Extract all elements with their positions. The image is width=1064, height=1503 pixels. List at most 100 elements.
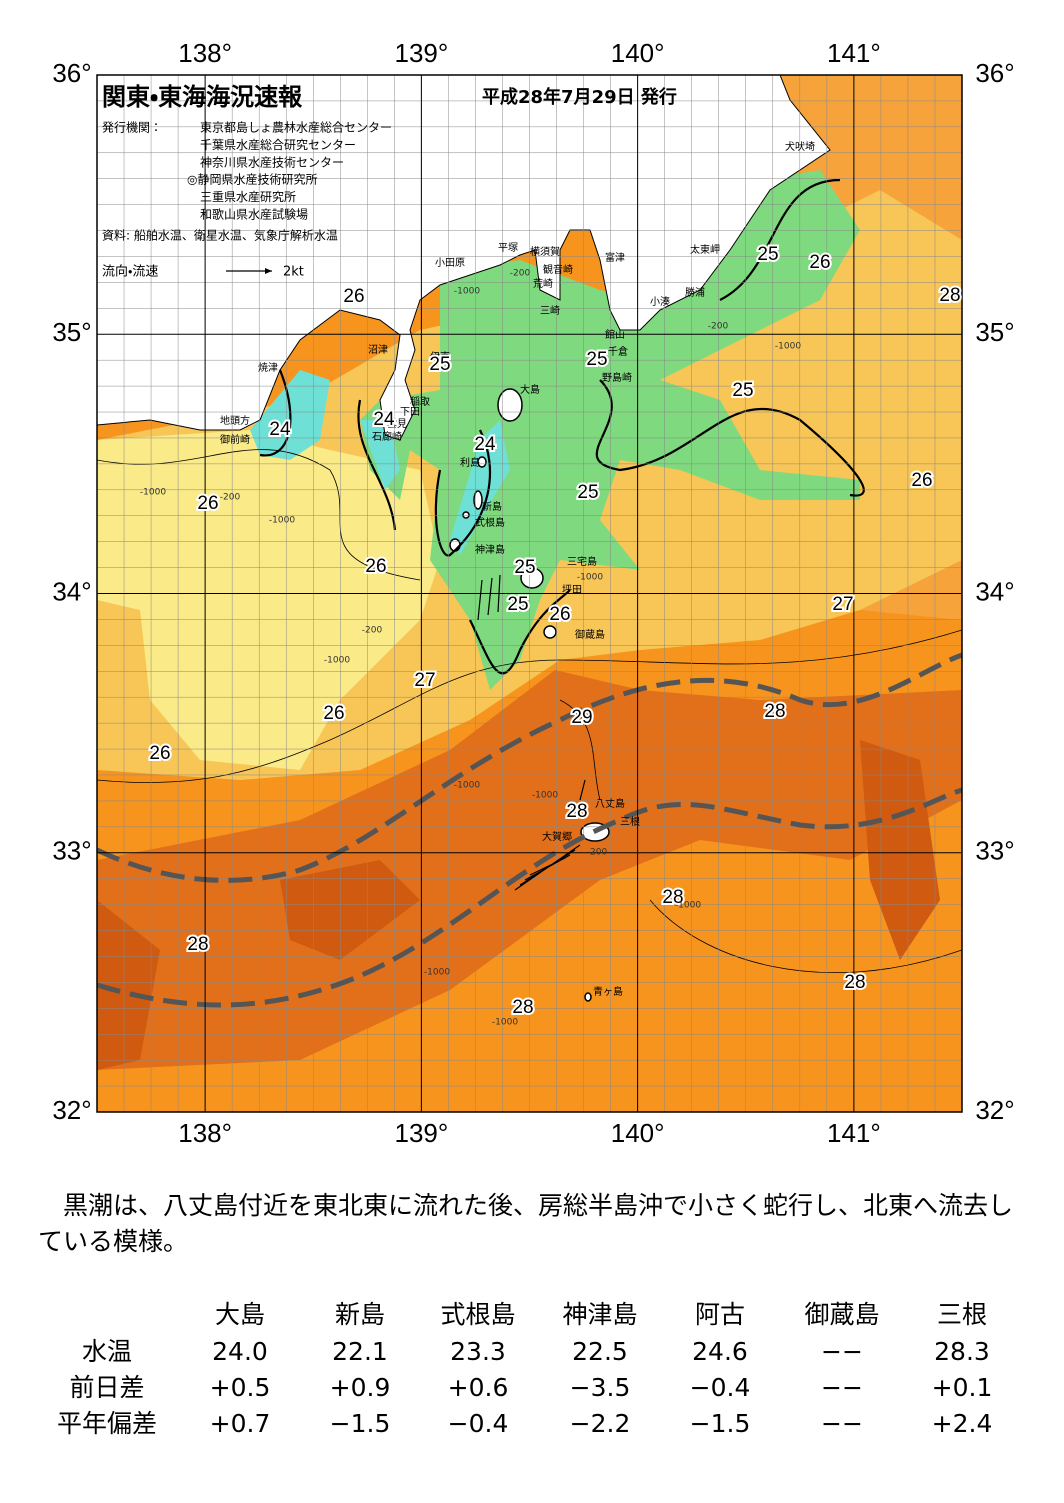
table-cell: −0.4 <box>690 1373 751 1402</box>
row-label: 前日差 <box>69 1373 144 1402</box>
place-name: 三崎 <box>540 304 560 317</box>
place-name: 大島 <box>520 383 540 396</box>
issuer: 東京都島しょ農林水産総合センター <box>200 120 392 135</box>
lon-tick-label: 141° <box>827 38 881 68</box>
lon-tick-label: 140° <box>611 38 665 68</box>
place-name: 新島 <box>482 500 502 513</box>
place-name: 荒崎 <box>533 277 553 290</box>
isotherm <box>97 449 421 581</box>
legend-label: 流向・流速 <box>102 264 158 280</box>
place-name: 三宅島 <box>567 555 597 568</box>
place-name: 千倉 <box>608 346 628 358</box>
place-name: 太東岬 <box>690 243 720 256</box>
isotherm-label: 27 <box>832 594 853 615</box>
depth-label: -1000 <box>269 516 295 526</box>
row-label: 平年偏差 <box>57 1409 157 1438</box>
depth-label: -1000 <box>675 901 701 911</box>
isotherm <box>559 699 962 974</box>
place-name: 沼津 <box>368 343 388 356</box>
issuer-label: 発行機関： <box>102 121 162 135</box>
legend-arrowhead <box>265 268 272 274</box>
island <box>543 625 557 639</box>
depth-label: -1000 <box>454 781 480 791</box>
table-cell: 22.5 <box>572 1337 628 1366</box>
depth-label: -1000 <box>454 287 480 297</box>
isotherm-label: 26 <box>911 470 932 491</box>
table-cell: −− <box>821 1373 863 1402</box>
table-cell: −2.2 <box>570 1409 631 1438</box>
lon-tick-label: 140° <box>611 1118 665 1148</box>
isotherm-label: 26 <box>149 743 170 764</box>
place-name: 平塚 <box>498 242 518 254</box>
row-label: 水温 <box>82 1337 132 1366</box>
issuer: 神奈川県水産技術センター <box>200 154 344 169</box>
place-name: 八丈島 <box>595 797 625 810</box>
isotherm <box>357 399 397 531</box>
isotherm-label: 25 <box>577 482 598 503</box>
table-header: 三根 <box>937 1300 987 1329</box>
issue-date: 平成28年7月29日 発行 <box>482 86 677 108</box>
table-header: 神津島 <box>562 1300 637 1329</box>
lat-tick-label: 35° <box>975 317 1014 347</box>
lon-tick-label: 139° <box>394 1118 448 1148</box>
depth-label: -200 <box>220 493 241 503</box>
map-title: 関東・東海海況速報 <box>102 83 303 111</box>
depth-label: -1000 <box>775 342 801 352</box>
place-name: 館山 <box>605 328 625 341</box>
table-header: 大島 <box>215 1300 265 1329</box>
place-name: 小湊 <box>650 295 670 308</box>
isotherm-label: 26 <box>323 703 344 724</box>
depth-label: -200 <box>362 626 383 636</box>
place-name: 式根島 <box>475 516 505 529</box>
place-name: 青ヶ島 <box>593 985 623 998</box>
place-name: 稲取 <box>410 396 430 408</box>
place-name: 御蔵島 <box>575 628 605 641</box>
place-name: 富津 <box>605 251 625 264</box>
isotherm-label: 28 <box>662 887 683 908</box>
isotherm-label: 29 <box>571 707 592 728</box>
table-header: 阿古 <box>695 1300 745 1329</box>
island <box>477 456 487 468</box>
table-cell: −3.5 <box>570 1373 631 1402</box>
issuer: 和歌山県水産試験場 <box>200 207 308 222</box>
lat-tick-label: 34° <box>52 576 91 606</box>
table-cell: +2.4 <box>932 1409 993 1438</box>
lat-tick-label: 36° <box>975 58 1014 88</box>
island <box>473 490 483 510</box>
island <box>462 511 470 519</box>
isotherm <box>595 379 865 497</box>
isotherm-label: 25 <box>732 380 753 401</box>
isotherm-label: 28 <box>844 972 865 993</box>
isotherm-label: 26 <box>197 493 218 514</box>
table-cell: −− <box>821 1409 863 1438</box>
islands <box>449 388 610 1002</box>
isotherm-label: 28 <box>566 801 587 822</box>
table-cell: 22.1 <box>332 1337 388 1366</box>
table-cell: 24.6 <box>692 1337 748 1366</box>
land <box>97 75 831 441</box>
place-name: 勝浦 <box>685 286 705 299</box>
isotherm-label: 25 <box>757 244 778 265</box>
table-cell: 24.0 <box>212 1337 268 1366</box>
island <box>584 992 592 1002</box>
island <box>520 567 544 589</box>
depth-label: -1000 <box>140 488 166 498</box>
table-cell: +0.1 <box>932 1373 993 1402</box>
isotherm-label: 26 <box>809 252 830 273</box>
isotherm-label: 28 <box>939 285 960 306</box>
place-name: 御前崎 <box>220 433 250 446</box>
lon-tick-label: 138° <box>178 38 232 68</box>
isotherm <box>719 178 841 301</box>
place-name: 雲見 <box>387 418 407 430</box>
isotherm-label: 28 <box>187 934 208 955</box>
table-cell: −− <box>821 1337 863 1366</box>
summary-text: 黒潮は、八丈島付近を東北東に流れた後、房総半島沖で小さく蛇行し、北東へ流去してい… <box>38 1191 1014 1256</box>
table-cell: 23.3 <box>450 1337 506 1366</box>
depth-label: -200 <box>587 848 608 858</box>
table-cell: 28.3 <box>934 1337 990 1366</box>
isotherm <box>97 629 962 783</box>
lon-tick-label: 139° <box>394 38 448 68</box>
sea-zone <box>250 370 510 555</box>
